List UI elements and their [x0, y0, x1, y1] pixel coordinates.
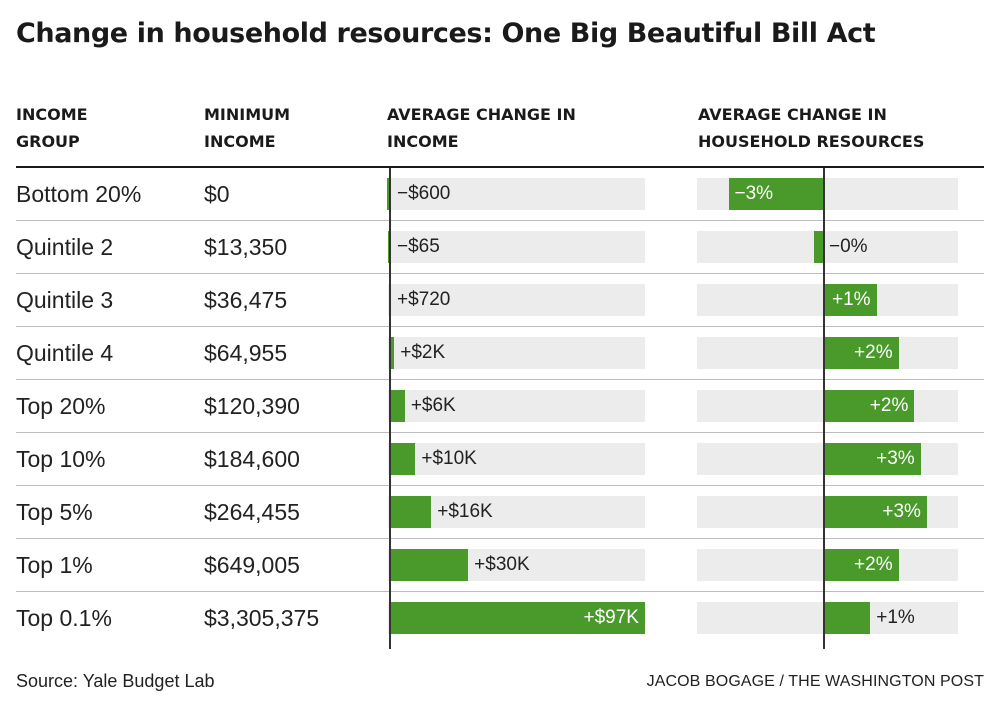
table-row: Top 1% $649,005 +$30K +2% [16, 539, 984, 592]
header-income-group-line1: INCOME [16, 105, 88, 124]
minimum-income-cell: $120,390 [204, 393, 300, 419]
income-change-label: +$2K [400, 342, 446, 363]
row-divider [16, 485, 984, 486]
credit-line: JACOB BOGAGE / THE WASHINGTON POST [646, 673, 984, 690]
income-change-label: +$6K [410, 395, 456, 416]
income-group-cell: Top 0.1% [16, 605, 112, 631]
minimum-income-cell: $0 [204, 181, 230, 207]
table-row: Top 5% $264,455 +$16K +3% [16, 486, 984, 539]
source-note: Source: Yale Budget Lab [16, 671, 215, 691]
income-change-label: −$600 [397, 183, 451, 204]
table-row: Quintile 4 $64,955 +$2K +2% [16, 327, 984, 380]
minimum-income-cell: $64,955 [204, 340, 288, 366]
resources-bar [823, 549, 899, 581]
resources-change-label: +2% [854, 342, 893, 363]
header-resources-change: AVERAGE CHANGE IN HOUSEHOLD RESOURCES [698, 101, 924, 155]
income-zero-axis [389, 168, 391, 649]
resources-bar [823, 337, 899, 369]
income-track [388, 443, 645, 475]
income-bar [387, 231, 390, 263]
income-bar [389, 496, 432, 528]
income-bar [387, 178, 390, 210]
table-row: Top 0.1% $3,305,375 +$97K +1% [16, 592, 984, 645]
income-track [388, 337, 645, 369]
resources-change-label: +2% [854, 554, 893, 575]
table-row: Quintile 3 $36,475 +$720 +1% [16, 274, 984, 327]
income-track [388, 390, 645, 422]
row-divider [16, 273, 984, 274]
header-income-change: AVERAGE CHANGE IN INCOME [387, 101, 576, 155]
resources-bar [813, 231, 823, 263]
row-divider [16, 432, 984, 433]
header-resources-change-line2: HOUSEHOLD RESOURCES [698, 132, 925, 151]
header-minimum-income-line1: MINIMUM [204, 105, 291, 124]
income-group-cell: Quintile 4 [16, 340, 114, 366]
income-group-cell: Quintile 3 [16, 287, 114, 313]
income-group-cell: Top 20% [16, 393, 106, 419]
resources-track [697, 231, 958, 263]
resources-change-label: −0% [829, 236, 868, 257]
resources-change-label: +1% [876, 607, 915, 628]
minimum-income-cell: $264,455 [204, 499, 300, 525]
income-track [388, 284, 645, 316]
income-group-cell: Quintile 2 [16, 234, 114, 260]
income-track [388, 178, 645, 210]
resources-bar [823, 602, 871, 634]
header-resources-change-line1: AVERAGE CHANGE IN [698, 105, 887, 124]
resources-zero-axis [823, 168, 825, 649]
income-change-label: +$97K [583, 607, 639, 628]
resources-bar [728, 178, 823, 210]
resources-bar [823, 496, 927, 528]
row-divider [16, 379, 984, 380]
income-change-label: +$10K [421, 448, 477, 469]
income-group-cell: Bottom 20% [16, 181, 142, 207]
resources-bar [823, 284, 877, 316]
chart-title: Change in household resources: One Big B… [16, 18, 876, 49]
header-minimum-income-line2: INCOME [204, 132, 276, 151]
row-divider [16, 220, 984, 221]
income-bar [389, 337, 395, 369]
table-row: Bottom 20% $0 −$600 −3% [16, 168, 984, 221]
minimum-income-cell: $13,350 [204, 234, 288, 260]
table-row: Quintile 2 $13,350 −$65 −0% [16, 221, 984, 274]
income-change-label: +$30K [474, 554, 530, 575]
income-change-label: −$65 [397, 236, 440, 257]
income-group-cell: Top 1% [16, 552, 93, 578]
income-bar [389, 549, 469, 581]
table-row: Top 20% $120,390 +$6K +2% [16, 380, 984, 433]
resources-change-label: +2% [869, 395, 909, 416]
income-group-cell: Top 5% [16, 499, 93, 525]
header-minimum-income: MINIMUM INCOME [204, 101, 290, 155]
income-change-label: +$16K [437, 501, 493, 522]
resources-bar [823, 390, 915, 422]
row-divider [16, 326, 984, 327]
income-bar [389, 602, 645, 634]
minimum-income-cell: $184,600 [204, 446, 300, 472]
header-income-change-line1: AVERAGE CHANGE IN [387, 105, 576, 124]
resources-change-label: +1% [832, 289, 871, 310]
income-bar [389, 390, 405, 422]
minimum-income-cell: $36,475 [204, 287, 288, 313]
resources-change-label: +3% [882, 501, 921, 522]
table-row: Top 10% $184,600 +$10K +3% [16, 433, 984, 486]
income-group-cell: Top 10% [16, 446, 106, 472]
income-track [388, 231, 645, 263]
row-divider [16, 591, 984, 592]
header-income-change-line2: INCOME [387, 132, 459, 151]
resources-bar [823, 443, 921, 475]
header-rule [16, 166, 984, 168]
income-change-label: +$720 [397, 289, 451, 310]
resources-change-label: −3% [734, 183, 774, 204]
minimum-income-cell: $3,305,375 [204, 605, 320, 631]
header-income-group: INCOME GROUP [16, 101, 88, 155]
row-divider [16, 538, 984, 539]
header-income-group-line2: GROUP [16, 132, 80, 151]
resources-change-label: +3% [876, 448, 915, 469]
income-bar [389, 443, 416, 475]
minimum-income-cell: $649,005 [204, 552, 300, 578]
